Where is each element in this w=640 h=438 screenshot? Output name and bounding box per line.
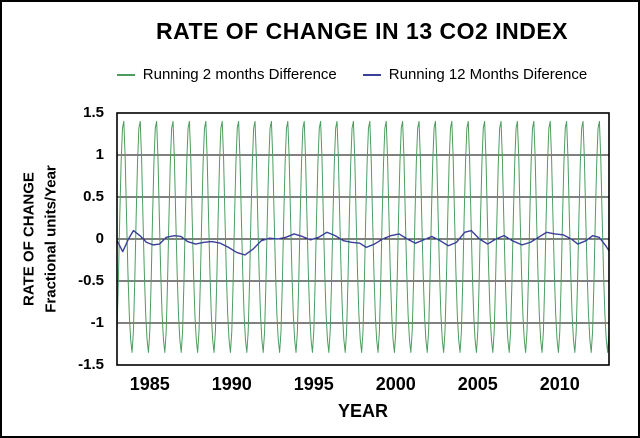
x-axis-title: YEAR xyxy=(337,401,388,421)
legend: Running 2 months Difference Running 12 M… xyxy=(92,66,612,83)
y-tick-label: -1.5 xyxy=(78,356,104,374)
legend-label-running-12-months: Running 12 Months Diference xyxy=(388,66,588,83)
legend-item-running-12-months: Running 12 Months Diference xyxy=(362,66,588,83)
legend-item-running-2-months: Running 2 months Difference xyxy=(116,66,337,83)
series-line-running-12-months xyxy=(116,229,610,256)
y-tick-label: 0.5 xyxy=(83,188,104,206)
plot-frame xyxy=(116,112,610,366)
x-tick-label: 2005 xyxy=(457,374,498,394)
x-tick-label: 1990 xyxy=(211,374,252,394)
chart-title: RATE OF CHANGE IN 13 CO2 INDEX xyxy=(155,18,569,44)
x-tick-label: 1995 xyxy=(293,374,334,394)
legend-swatch-green-icon xyxy=(116,73,135,76)
y-tick-label: 1.5 xyxy=(83,104,104,122)
series-line-running-2-months xyxy=(116,120,610,353)
x-tick-label: 2000 xyxy=(375,374,416,394)
y-tick-label: 1 xyxy=(95,146,104,164)
legend-label-running-2-months: Running 2 months Difference xyxy=(142,66,337,83)
y-tick-label: 0 xyxy=(95,230,104,248)
legend-swatch-blue-icon xyxy=(362,73,381,76)
x-tick-label: 1985 xyxy=(129,374,170,394)
y-tick-label: -0.5 xyxy=(78,272,104,290)
x-tick-label: 2010 xyxy=(539,374,580,394)
y-tick-label: -1 xyxy=(90,314,104,332)
